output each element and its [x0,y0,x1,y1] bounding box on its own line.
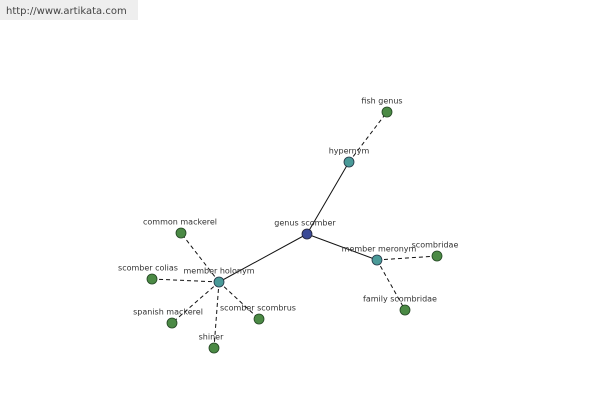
node-label: family scombridae [363,295,437,304]
node[interactable] [431,250,443,262]
node[interactable] [301,228,313,240]
url[interactable]: http://www.artikata.com [6,6,127,17]
node[interactable] [175,227,187,239]
node-label: fish genus [361,97,402,106]
node[interactable] [343,156,355,168]
node[interactable] [166,317,178,329]
node-label: scombridae [412,241,459,250]
node[interactable] [253,313,265,325]
node-label: common mackerel [143,218,217,227]
edge [171,281,220,324]
node[interactable] [213,276,225,288]
edge [306,161,350,235]
edge [376,259,406,311]
url-bar [0,0,138,20]
node[interactable] [208,342,220,354]
node[interactable] [381,106,393,118]
edge [376,255,438,261]
node-label: scomber scombrus [220,304,296,313]
node-label: member meronym [342,245,417,254]
edge [348,111,388,163]
edge [218,233,308,283]
node-label: genus scomber [274,219,336,228]
node-label: scomber colias [118,264,178,273]
nodes [146,106,443,354]
node[interactable] [399,304,411,316]
edge [151,278,220,283]
node[interactable] [371,254,383,266]
node[interactable] [146,273,158,285]
node-label: shiner [199,333,224,342]
edge [306,233,378,261]
labels: genus scomber hypernym fish genus member… [118,97,458,342]
edges [151,111,438,349]
edge [218,281,260,320]
node-label: spanish mackerel [133,308,203,317]
node-label: member holonym [183,267,254,276]
edge [180,232,220,283]
node-label: hypernym [329,147,370,156]
